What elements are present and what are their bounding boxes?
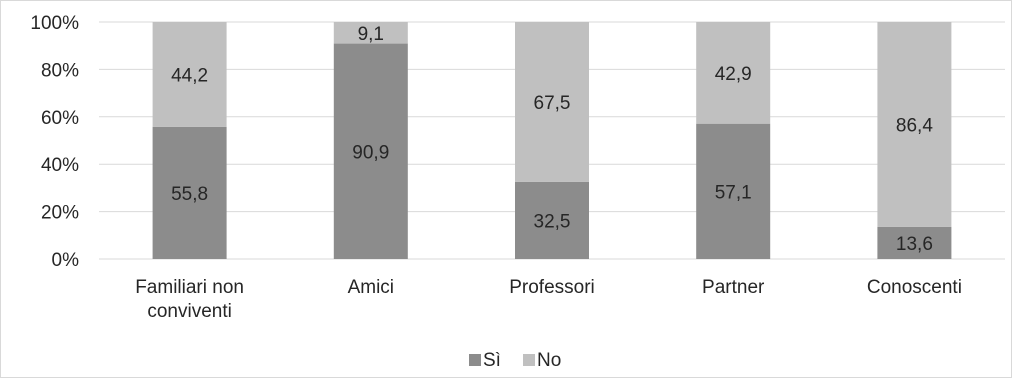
- y-tick-label: 80%: [41, 60, 79, 81]
- category-label: conviventi: [147, 301, 232, 322]
- y-tick-label: 20%: [41, 203, 79, 224]
- bar-segment-s: [696, 123, 771, 259]
- bar-segment-s: [515, 181, 589, 259]
- data-labels: 55,8 44,2 90,9 9,1 32,5 67,5 57,1 42,9 13,6 86,4: [171, 24, 933, 255]
- legend-label: No: [537, 350, 561, 371]
- data-label: 57,1: [715, 182, 752, 203]
- data-label: 44,2: [171, 65, 208, 86]
- legend: Sì No: [469, 350, 561, 371]
- data-label: 32,5: [534, 211, 571, 232]
- bars: [152, 22, 952, 259]
- y-tick-label: 100%: [30, 13, 79, 34]
- bar-segment-s: [333, 43, 408, 259]
- bar-segment-no: [696, 22, 771, 124]
- bar-segment-s: [877, 226, 952, 259]
- legend-swatch: [523, 354, 535, 366]
- legend-swatch: [469, 354, 481, 366]
- data-label: 42,9: [715, 64, 752, 85]
- category-label: Familiari non: [135, 277, 244, 298]
- data-label: 13,6: [896, 234, 933, 255]
- legend-label: Sì: [483, 350, 501, 371]
- category-label: Amici: [348, 277, 394, 298]
- y-tick-label: 60%: [41, 108, 79, 129]
- data-label: 9,1: [358, 24, 384, 45]
- bar-segment-no: [877, 22, 952, 227]
- y-axis-tick-labels: 0% 20% 40% 60% 80% 100%: [30, 13, 79, 271]
- data-label: 86,4: [896, 115, 933, 136]
- bar-segment-s: [152, 126, 227, 259]
- x-axis-category-labels: Familiari non conviventi Amici Professori Pa…: [135, 277, 962, 322]
- data-label: 55,8: [171, 184, 208, 205]
- data-label: 67,5: [534, 93, 571, 114]
- category-label: Partner: [702, 277, 765, 298]
- category-label: Professori: [509, 277, 595, 298]
- bar-segment-no: [515, 22, 589, 182]
- category-label: Conoscenti: [867, 277, 962, 298]
- bar-segment-no: [152, 22, 227, 127]
- data-label: 90,9: [352, 142, 389, 163]
- bar-segment-no: [333, 22, 408, 44]
- y-tick-label: 0%: [52, 250, 80, 271]
- y-tick-label: 40%: [41, 155, 79, 176]
